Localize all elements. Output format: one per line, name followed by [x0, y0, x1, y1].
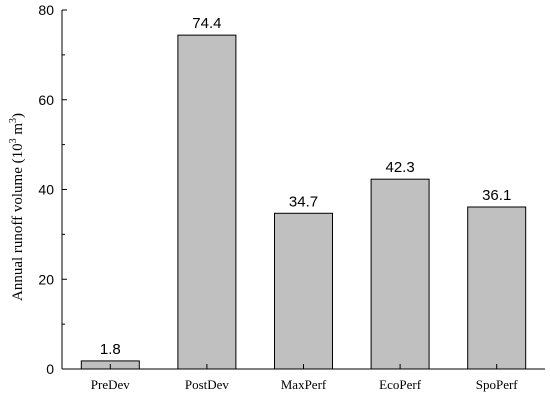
y-axis-title-exp2: 3: [8, 118, 19, 123]
y-axis-title: Annual runoff volume (103 m3): [8, 113, 26, 301]
x-tick-label: EcoPerf: [379, 377, 422, 392]
data-label: 34.7: [289, 193, 318, 210]
x-tick-label: PreDev: [91, 377, 130, 392]
y-tick-label: 40: [38, 182, 54, 198]
data-label: 42.3: [385, 159, 414, 176]
data-label: 74.4: [192, 15, 221, 32]
bar: [370, 178, 430, 370]
x-tick-label: SpoPerf: [476, 377, 519, 392]
y-axis-title-exp1: 3: [8, 138, 19, 143]
x-tick-label: MaxPerf: [281, 377, 327, 392]
y-tick-label: 80: [38, 2, 54, 18]
y-tick-label: 20: [38, 271, 54, 287]
y-tick-label: 60: [38, 92, 54, 108]
data-label: 1.8: [100, 341, 121, 358]
y-axis-title-close: ): [10, 113, 26, 118]
y-tick-label: 0: [46, 361, 54, 377]
y-axis-title-unit: m: [10, 123, 26, 139]
x-tick-label: PostDev: [185, 377, 230, 392]
bar: [467, 206, 527, 370]
plot-area: 0 20 40 60 80 1.8 PreDev 74.4 PostDev 34.7 MaxPerf…: [38, 2, 545, 392]
bar: [274, 212, 333, 370]
y-axis-title-text: Annual runoff volume (10: [10, 143, 26, 301]
data-label: 36.1: [482, 187, 511, 204]
bar: [177, 34, 237, 370]
